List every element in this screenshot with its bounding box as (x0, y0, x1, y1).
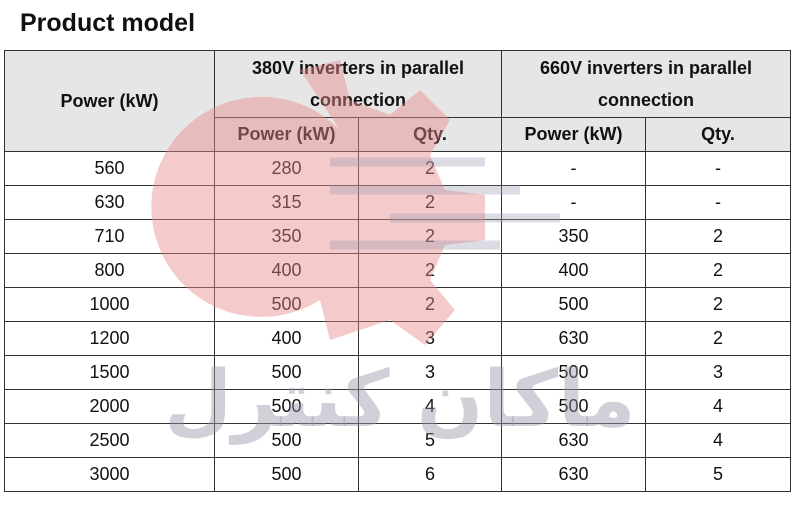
cell-power: 3000 (4, 457, 215, 492)
header-380v-qty: Qty. (358, 117, 502, 152)
cell-660v-power: 500 (501, 355, 646, 390)
header-380v-power: Power (kW) (214, 117, 359, 152)
cell-660v-power: 630 (501, 321, 646, 356)
cell-660v-qty: 4 (645, 389, 791, 424)
header-660v-power: Power (kW) (501, 117, 646, 152)
cell-660v-power: 630 (501, 457, 646, 492)
cell-380v-qty: 4 (358, 389, 502, 424)
cell-380v-power: 280 (214, 151, 359, 186)
header-660v-qty: Qty. (645, 117, 791, 152)
cell-660v-qty: 2 (645, 253, 791, 288)
cell-380v-qty: 2 (358, 287, 502, 322)
cell-660v-qty: 2 (645, 287, 791, 322)
cell-380v-qty: 2 (358, 151, 502, 186)
page-title: Product model (20, 9, 196, 37)
cell-380v-qty: 6 (358, 457, 502, 492)
table-row: 630 315 2- - (4, 185, 791, 220)
table-row: 1200 400 3 630 2 (4, 321, 791, 356)
cell-660v-qty: 2 (645, 219, 791, 254)
cell-660v-qty: 5 (645, 457, 791, 492)
cell-power: 800 (4, 253, 215, 288)
cell-power: 560 (4, 151, 215, 186)
cell-380v-power: 500 (214, 355, 359, 390)
table-row: 2000 500 4 500 4 (4, 389, 791, 424)
table-row: 710 350 2 350 2 (4, 219, 791, 254)
cell-660v-power: 500 (501, 287, 646, 322)
cell-660v-power: 350 (501, 219, 646, 254)
cell-380v-qty: 2 (358, 185, 502, 220)
watermark-text: ماکان کنترل (164, 355, 636, 445)
product-model-table: Power (kW) 380V inverters in parallel co… (4, 50, 791, 492)
cell-380v-power: 400 (214, 321, 359, 356)
cell-660v-qty: 2 (645, 321, 791, 356)
header-660v-group: 660V inverters in parallel connection (501, 50, 791, 118)
cell-power: 1000 (4, 287, 215, 322)
cell-380v-power: 500 (214, 287, 359, 322)
cell-380v-qty: 2 (358, 253, 502, 288)
cell-660v-qty: - (645, 185, 791, 220)
header-380v-group: 380V inverters in parallel connection (214, 50, 502, 118)
cell-660v-power: - (501, 185, 646, 220)
cell-380v-qty: 2 (358, 219, 502, 254)
table-row: 2500 500 5 630 4 (4, 423, 791, 458)
cell-power: 1200 (4, 321, 215, 356)
cell-660v-qty: 3 (645, 355, 791, 390)
cell-power: 710 (4, 219, 215, 254)
table-row: 800 400 2 400 2 (4, 253, 791, 288)
cell-660v-qty: 4 (645, 423, 791, 458)
cell-660v-power: - (501, 151, 646, 186)
cell-380v-power: 350 (214, 219, 359, 254)
cell-380v-qty: 3 (358, 321, 502, 356)
cell-380v-power: 500 (214, 423, 359, 458)
cell-power: 630 (4, 185, 215, 220)
cell-380v-power: 315 (214, 185, 359, 220)
cell-380v-power: 400 (214, 253, 359, 288)
cell-660v-qty: - (645, 151, 791, 186)
cell-380v-power: 500 (214, 457, 359, 492)
cell-power: 2500 (4, 423, 215, 458)
table-row: 1000 500 2 500 2 (4, 287, 791, 322)
cell-660v-power: 400 (501, 253, 646, 288)
table-row: 560 280 2- - (4, 151, 791, 186)
header-power: Power (kW) (4, 50, 215, 152)
cell-380v-power: 500 (214, 389, 359, 424)
table-row: 3000 500 6 630 5 (4, 457, 791, 492)
cell-380v-qty: 5 (358, 423, 502, 458)
